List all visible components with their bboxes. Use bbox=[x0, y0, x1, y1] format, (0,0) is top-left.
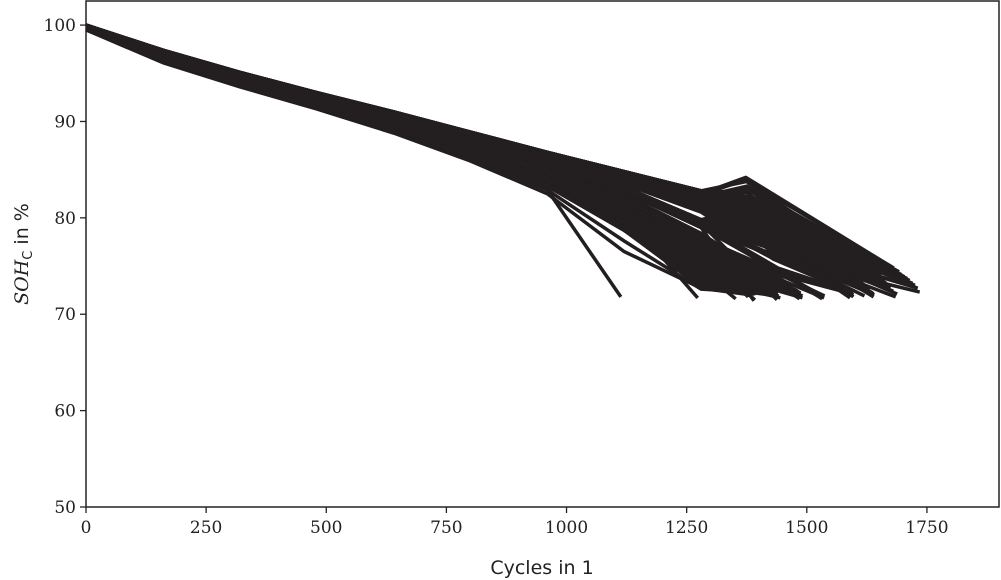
y-tick-label: 100 bbox=[44, 16, 76, 36]
x-tick-label: 1500 bbox=[785, 518, 828, 538]
y-tick-label: 60 bbox=[54, 402, 76, 422]
x-tick-label: 250 bbox=[190, 518, 222, 538]
series-line-199 bbox=[86, 23, 847, 268]
y-tick-label: 90 bbox=[54, 112, 76, 132]
series-line-197 bbox=[86, 26, 769, 269]
y-axis-label-sub: C bbox=[21, 251, 36, 260]
axis-ticks: 0 250 500 750 1000 1250 1500 1750 50 60 70 80 90 100 bbox=[44, 16, 949, 538]
x-tick-label: 0 bbox=[81, 518, 92, 538]
series-line-200 bbox=[86, 27, 746, 268]
series-lines bbox=[86, 23, 921, 302]
y-axis-label-main: SOH bbox=[11, 259, 33, 305]
series-line-201 bbox=[86, 23, 873, 268]
plot-frame bbox=[85, 0, 1000, 508]
x-tick-label: 1000 bbox=[545, 518, 588, 538]
x-tick-label: 500 bbox=[310, 518, 342, 538]
y-tick-label: 50 bbox=[54, 498, 76, 518]
y-tick-label: 80 bbox=[54, 209, 76, 229]
y-axis-label: SOHC in % bbox=[11, 203, 36, 305]
y-tick-label: 70 bbox=[54, 305, 76, 325]
x-tick-label: 1250 bbox=[665, 518, 708, 538]
x-tick-label: 1750 bbox=[905, 518, 948, 538]
x-axis-label: Cycles in 1 bbox=[490, 557, 593, 579]
x-tick-label: 750 bbox=[430, 518, 462, 538]
y-axis-label-unit: in % bbox=[11, 203, 33, 250]
